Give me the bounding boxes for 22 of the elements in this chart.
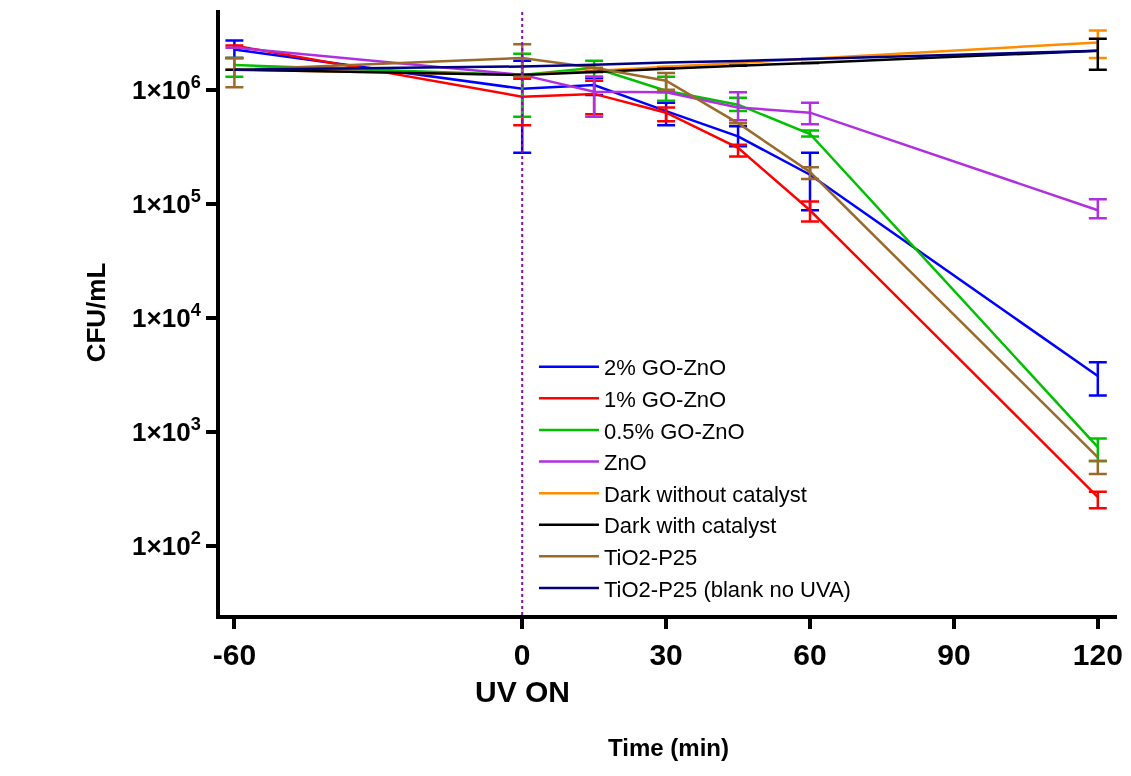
legend-label: 2% GO-ZnO [603, 355, 727, 381]
legend-label: Dark with catalyst [603, 513, 777, 539]
x-tick-label: 0 [513, 638, 531, 671]
y-tick-label: 1×10$^{6}$ [132, 71, 201, 105]
y-tick-label: 1×10$^{3}$ [132, 414, 201, 448]
x-tick-label: 90 [937, 638, 971, 671]
legend-label: TiO2-P25 [603, 544, 698, 570]
y-tick-label: 1×10$^{4}$ [132, 300, 202, 334]
x-axis-title: Time (min) [608, 733, 729, 761]
legend-label: Dark without catalyst [603, 481, 807, 507]
y-axis-title: CFU/mL [81, 262, 111, 363]
y-tick-label: 1×10$^{2}$ [132, 528, 201, 562]
ref-line-label: UV ON [475, 675, 571, 708]
legend-label: ZnO [603, 450, 647, 476]
legend-label: TiO2-P25 (blank no UVA) [603, 576, 851, 602]
x-tick-label: -60 [212, 638, 257, 671]
x-tick-label: 120 [1072, 638, 1123, 671]
legend-label: 0.5% GO-ZnO [603, 418, 745, 444]
x-tick-label: 60 [793, 638, 827, 671]
legend-label: 1% GO-ZnO [603, 386, 727, 412]
y-tick-label: 1×10$^{5}$ [132, 186, 201, 219]
x-tick-label: 30 [649, 638, 683, 671]
